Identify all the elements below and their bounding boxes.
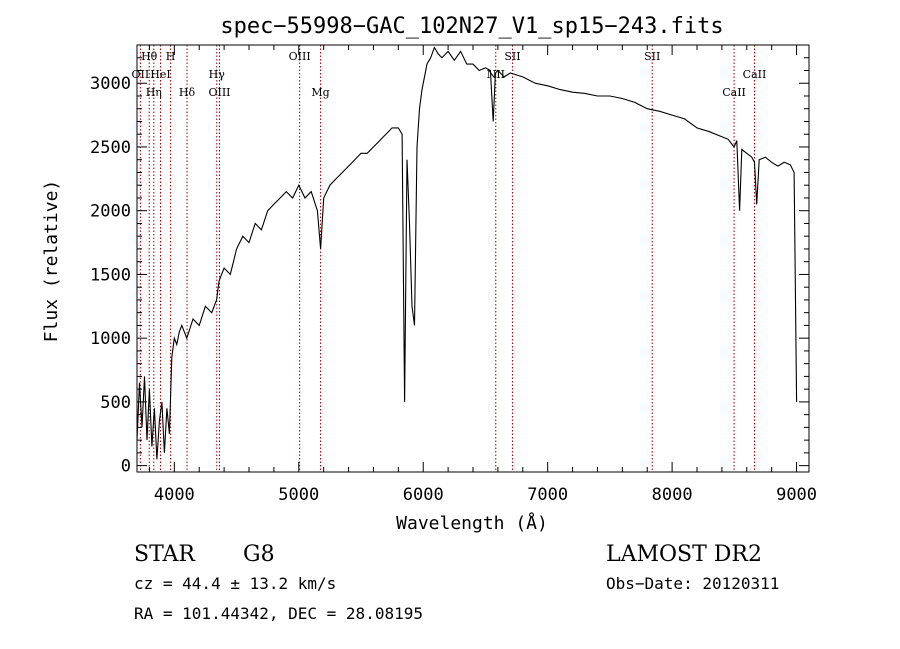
y-tick-label-5: 2500 — [90, 138, 131, 158]
line-label-1: H — [166, 50, 176, 63]
y-tick-label-6: 3000 — [90, 74, 131, 94]
line-label-13: CaII — [743, 68, 767, 81]
line-label-10: Mg — [311, 86, 329, 99]
redshift-cz: cz = 44.4 ± 13.2 km/s — [134, 574, 336, 593]
x-tick-label-0: 4000 — [154, 485, 195, 505]
line-label-5: OIII — [289, 50, 311, 63]
chart-title: spec−55998−GAC_102N27_V1_sp15−243.fits — [220, 14, 723, 39]
object-type: STAR — [134, 542, 196, 567]
spectrum-line — [136, 46, 798, 460]
x-tick-label-5: 9000 — [776, 485, 817, 505]
spectral-line-markers — [139, 45, 755, 472]
y-tick-label-1: 500 — [100, 393, 131, 413]
line-label-7: OIII — [208, 86, 230, 99]
plot-frame — [136, 44, 810, 473]
y-axis-ticks: 0 500 1000 1500 2000 2500 3000 — [90, 57, 809, 477]
x-tick-label-3: 7000 — [527, 485, 568, 505]
y-tick-label-0: 0 — [121, 457, 131, 477]
x-axis-label: Wavelength (Å) — [396, 512, 548, 534]
observation-date: Obs−Date: 20120311 — [606, 574, 779, 593]
y-axis-label: Flux (relative) — [41, 180, 62, 343]
line-label-3: HeI — [150, 68, 170, 81]
object-subclass: G8 — [243, 542, 275, 567]
line-label-9: Hδ — [179, 86, 196, 99]
line-label-0: Hθ — [141, 50, 158, 63]
x-axis-ticks: 4000 5000 6000 7000 8000 9000 — [148, 45, 817, 505]
x-tick-label-2: 6000 — [403, 485, 444, 505]
x-tick-label-4: 8000 — [652, 485, 693, 505]
y-tick-label-3: 1500 — [90, 265, 131, 285]
coordinates: RA = 101.44342, DEC = 28.08195 — [134, 604, 423, 623]
line-label-12: SII — [644, 50, 660, 63]
line-label-4: Hγ — [209, 68, 226, 81]
line-label-8: Hη — [146, 86, 162, 99]
line-label-14: CaII — [722, 86, 746, 99]
line-label-2: OII — [132, 68, 150, 81]
line-label-6: SII — [504, 50, 520, 63]
y-tick-label-4: 2000 — [90, 202, 131, 222]
survey-name: LAMOST DR2 — [606, 542, 762, 567]
x-tick-label-1: 5000 — [278, 485, 319, 505]
y-tick-label-2: 1000 — [90, 329, 131, 349]
